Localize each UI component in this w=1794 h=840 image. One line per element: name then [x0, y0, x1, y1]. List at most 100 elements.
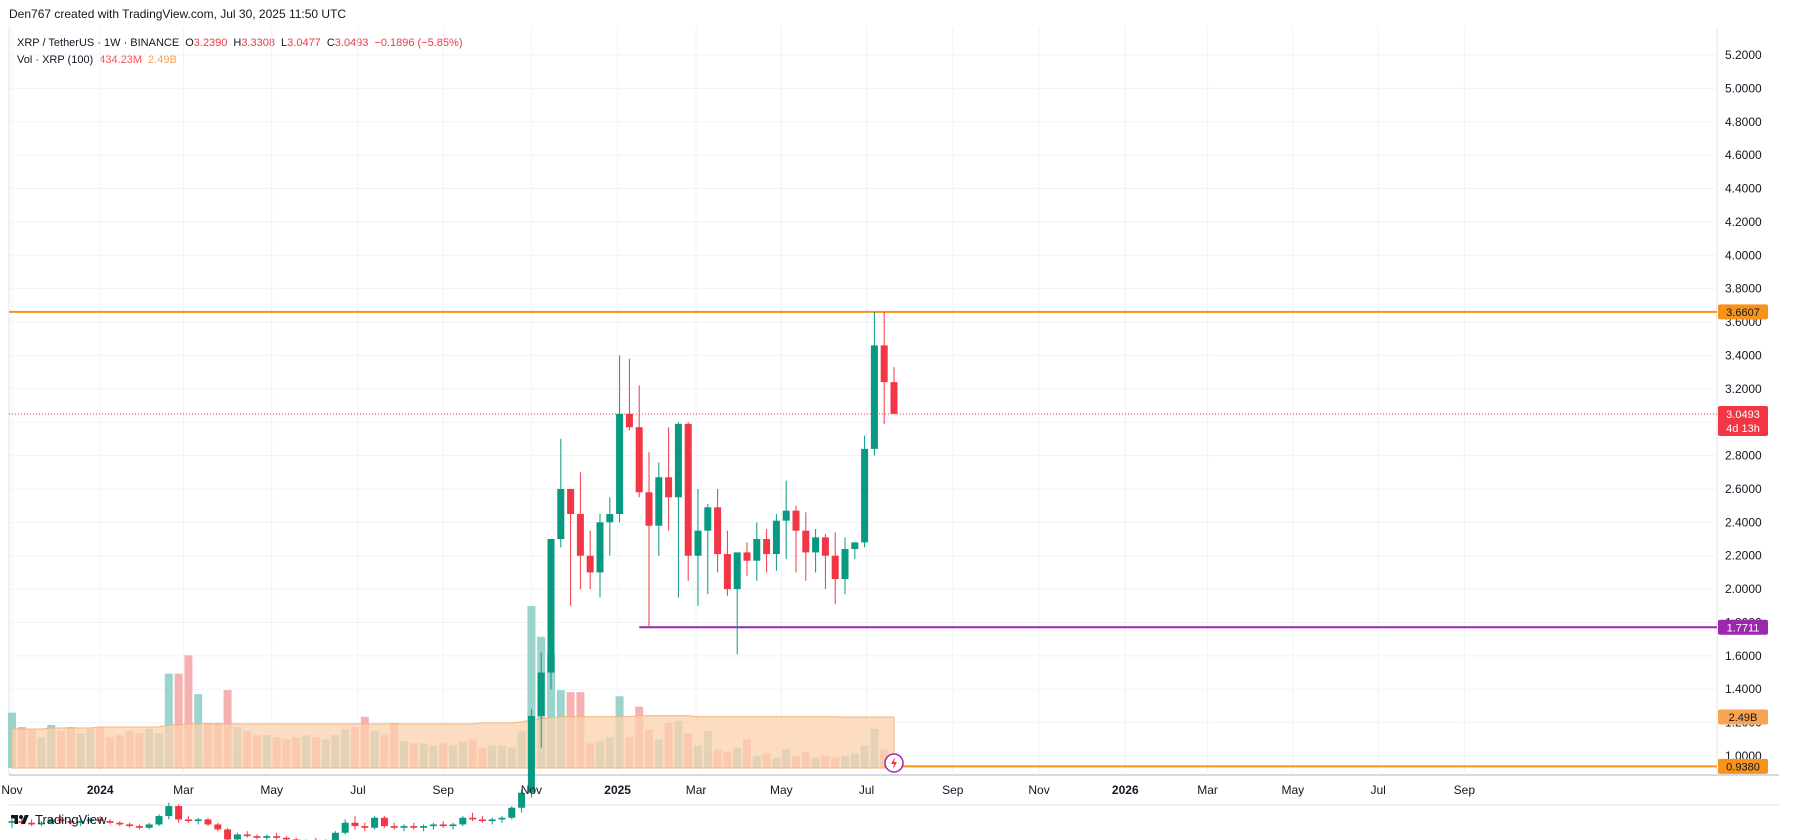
candle-body	[537, 672, 545, 716]
candle-body	[743, 552, 751, 561]
volume-name[interactable]: Vol · XRP (100)	[17, 54, 94, 66]
time-tick-label: Sep	[1454, 783, 1476, 797]
volume-ma-area	[11, 715, 895, 769]
volume-ma-value: 2.49B	[148, 54, 177, 66]
candle-body	[802, 530, 810, 553]
last-price-tag-bg	[1718, 405, 1768, 436]
candle-body	[616, 413, 624, 514]
candle-body	[449, 824, 457, 827]
candle-body	[674, 423, 682, 498]
candle-body	[772, 520, 780, 555]
candle-body	[851, 542, 859, 550]
level-tag: 3.6607	[1726, 307, 1760, 319]
candle-body	[576, 513, 584, 556]
candle-body	[155, 816, 163, 825]
volume-ma-tag-bg	[1718, 709, 1768, 725]
candle-body	[145, 824, 153, 828]
price-tick-label: 1.6000	[1725, 649, 1762, 663]
candle-body	[67, 821, 75, 823]
change-value: −0.1896 (−5.85%)	[374, 37, 463, 49]
price-tick-label: 2.8000	[1725, 449, 1762, 463]
high-key: H	[233, 37, 242, 49]
price-tick-label: 4.8000	[1725, 115, 1762, 129]
candle-body	[410, 826, 418, 828]
time-tick-label: Mar	[1197, 783, 1218, 797]
candle-body	[655, 477, 663, 526]
last-price-tag: 3.0493	[1726, 409, 1760, 421]
symbol-name[interactable]: XRP / TetherUS · 1W · BINANCE	[17, 37, 180, 49]
volume-ma-area-shape	[11, 715, 895, 769]
volume-bar	[547, 653, 555, 768]
candle-body	[704, 507, 712, 531]
open-value: 3.2390	[193, 37, 228, 49]
price-tick-label: 2.2000	[1725, 549, 1762, 563]
candle-body	[469, 817, 477, 820]
chart-legend: XRP / TetherUS · 1W · BINANCE O 3.2390 H…	[17, 35, 469, 69]
candle-body	[665, 477, 673, 498]
volume-bar	[527, 606, 536, 768]
candle-body	[390, 826, 398, 828]
volume-bar	[174, 673, 183, 768]
tradingview-logo-icon	[11, 814, 29, 824]
candle-body	[282, 837, 290, 840]
candle-body	[400, 826, 408, 828]
candle-body	[870, 345, 878, 449]
candle-body	[567, 488, 575, 514]
level-tag: 0.9380	[1726, 761, 1760, 773]
candle-body	[723, 554, 731, 590]
countdown-tag: 4d 13h	[1726, 423, 1760, 435]
price-tick-label: 5.2000	[1725, 48, 1762, 62]
candle-body	[420, 826, 428, 828]
tradingview-footer[interactable]: TradingView	[9, 812, 107, 827]
time-tick-label: Sep	[433, 783, 455, 797]
price-tick-label: 1.4000	[1725, 682, 1762, 696]
candle-body	[488, 819, 496, 822]
volume-bar	[184, 655, 193, 768]
candle-body	[861, 448, 869, 543]
time-tick-label: May	[260, 783, 283, 797]
candle-body	[733, 552, 741, 590]
price-tick-label: 3.4000	[1725, 348, 1762, 362]
candle-body	[77, 821, 85, 823]
candle-body	[812, 537, 820, 553]
candle-body	[243, 834, 251, 837]
candle-body	[439, 824, 447, 827]
candle-body	[635, 427, 643, 493]
price-tick-label: 3.2000	[1725, 382, 1762, 396]
candle-body	[753, 539, 761, 561]
candle-body	[57, 819, 65, 822]
candle-body	[586, 555, 594, 573]
candle-body	[214, 824, 222, 830]
candle-body	[459, 817, 467, 825]
time-tick-label: Mar	[686, 783, 707, 797]
time-tick-label: Jul	[1370, 783, 1385, 797]
volume-value: 434.23M	[99, 54, 143, 66]
candle-body	[135, 826, 143, 828]
candle-body	[194, 819, 202, 822]
candle-body	[890, 382, 898, 414]
horizontal-levels	[9, 310, 1717, 768]
close-key: C	[326, 37, 335, 49]
candle-body	[126, 824, 134, 827]
candle-body	[184, 819, 192, 822]
attribution-text: Den767 created with TradingView.com, Jul…	[9, 7, 347, 21]
candle-body	[380, 817, 388, 827]
time-tick-label: Mar	[173, 783, 194, 797]
candle-body	[596, 522, 604, 573]
low-value: 3.0477	[287, 37, 321, 49]
candles	[8, 312, 904, 840]
price-tags: 3.6607 1.7711 0.9380 3.0493 4d 13h 2.49B	[1718, 304, 1768, 774]
candle-body	[371, 817, 379, 828]
time-tick-label: Nov	[521, 783, 542, 797]
chart-grid	[8, 27, 1779, 806]
candle-body	[606, 513, 614, 523]
price-axis: 1.00001.20001.40001.60001.80002.00002.20…	[1725, 48, 1762, 763]
candle-body	[478, 819, 486, 822]
candle-body	[547, 539, 555, 673]
level-tag: 1.7711	[1727, 622, 1760, 634]
price-tick-label: 4.2000	[1725, 215, 1762, 229]
price-tick-label: 2.0000	[1725, 582, 1762, 596]
price-tick-label: 2.6000	[1725, 482, 1762, 496]
close-value: 3.0493	[334, 37, 369, 49]
